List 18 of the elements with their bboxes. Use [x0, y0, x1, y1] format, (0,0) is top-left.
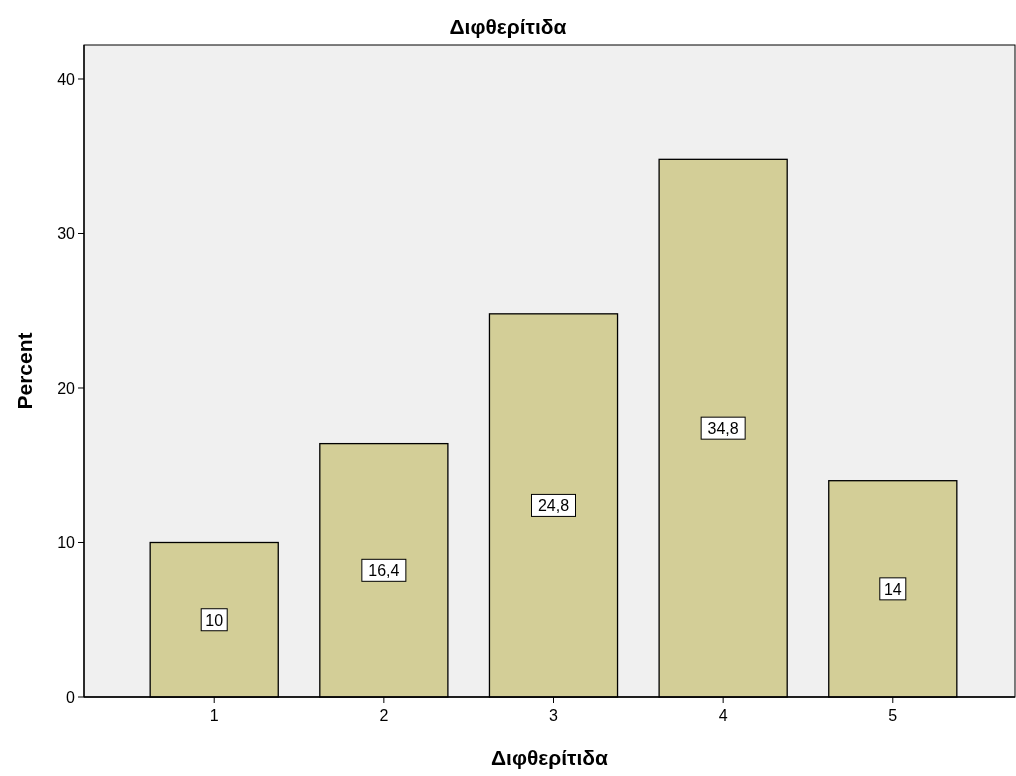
y-axis-title: Percent [13, 332, 36, 410]
data-label: 34,8 [707, 420, 739, 438]
chart-title: Διφθερίτιδα [449, 15, 567, 38]
y-tick-label: 10 [57, 534, 76, 552]
x-tick-label: 3 [549, 707, 559, 724]
x-tick-label: 1 [209, 707, 219, 724]
data-label: 10 [205, 611, 224, 629]
x-tick-label: 4 [718, 707, 728, 724]
y-tick-label: 0 [66, 689, 76, 706]
y-tick-label: 20 [57, 380, 76, 397]
x-axis-title: Διφθερίτιδα [491, 746, 609, 769]
data-label: 16,4 [368, 562, 400, 580]
x-tick-label: 5 [888, 707, 898, 724]
data-label: 14 [883, 580, 902, 598]
y-tick-label: 40 [57, 70, 76, 88]
y-tick-label: 30 [57, 225, 76, 243]
data-label: 24,8 [537, 497, 570, 515]
x-tick-label: 2 [379, 707, 389, 724]
